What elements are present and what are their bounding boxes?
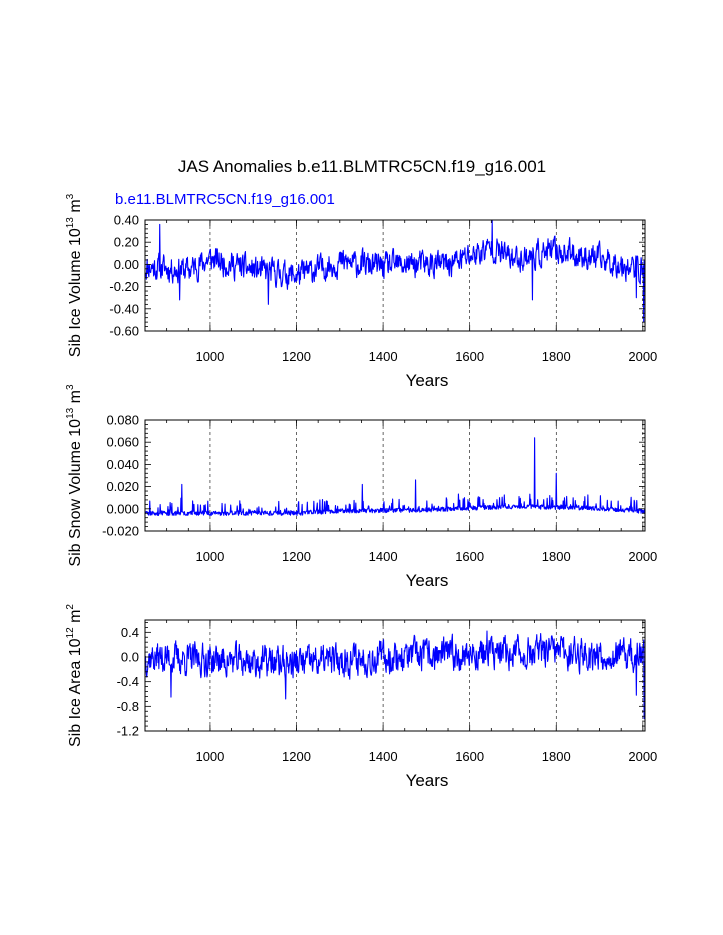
x-tick-label: 1000 bbox=[195, 349, 224, 364]
chart-panel-ice_volume: 1000 1200 1400 1600 1800 2000 -0.60 -0.40 -0.20 0… bbox=[65, 193, 657, 390]
chart-panel-snow_volume: 1000 1200 1400 1600 1800 2000 -0.020 0.000 0.020… bbox=[65, 384, 657, 590]
y-tick-label: 0.00 bbox=[114, 257, 139, 272]
y-axis-label: Sib Ice Area 1012 m2 bbox=[65, 604, 84, 747]
x-tick-label: 1000 bbox=[195, 749, 224, 764]
y-tick-label: 0.20 bbox=[114, 235, 139, 250]
y-tick-label: 0.40 bbox=[114, 213, 139, 228]
y-tick-label: -0.8 bbox=[117, 699, 139, 714]
x-tick-label: 2000 bbox=[628, 749, 657, 764]
y-tick-label: 0.0 bbox=[121, 650, 139, 665]
x-tick-label: 1200 bbox=[282, 349, 311, 364]
y-tick-label: 0.060 bbox=[106, 435, 139, 450]
plot-frame bbox=[144, 419, 646, 532]
y-tick-label: -0.60 bbox=[109, 324, 139, 339]
x-tick-label: 1600 bbox=[455, 349, 484, 364]
x-tick-label: 1400 bbox=[369, 749, 398, 764]
x-tick-label: 1200 bbox=[282, 749, 311, 764]
y-axis-label: Sib Snow Volume 1013 m3 bbox=[65, 384, 84, 567]
plot-frame bbox=[144, 219, 646, 332]
figure-title: JAS Anomalies b.e11.BLMTRC5CN.f19_g16.00… bbox=[178, 157, 546, 176]
x-tick-label: 1800 bbox=[542, 749, 571, 764]
x-tick-label: 1400 bbox=[369, 349, 398, 364]
y-tick-label: 0.040 bbox=[106, 457, 139, 472]
x-axis-label: Years bbox=[406, 571, 449, 590]
x-tick-label: 1600 bbox=[455, 749, 484, 764]
x-tick-label: 1800 bbox=[542, 349, 571, 364]
x-axis-label: Years bbox=[406, 371, 449, 390]
x-tick-label: 1600 bbox=[455, 549, 484, 564]
x-tick-label: 1000 bbox=[195, 549, 224, 564]
y-tick-label: -0.40 bbox=[109, 301, 139, 316]
y-tick-label: -0.020 bbox=[102, 524, 139, 539]
y-tick-label: -1.2 bbox=[117, 724, 139, 739]
x-tick-label: 2000 bbox=[628, 549, 657, 564]
y-tick-label: 0.000 bbox=[106, 501, 139, 516]
series-line bbox=[144, 437, 646, 517]
y-tick-label: -0.4 bbox=[117, 674, 139, 689]
y-axis-label: Sib Ice Volume 1013 m3 bbox=[65, 193, 84, 357]
series-line bbox=[144, 630, 646, 720]
y-tick-label: 0.4 bbox=[121, 625, 139, 640]
y-tick-label: 0.080 bbox=[106, 413, 139, 428]
x-tick-label: 1800 bbox=[542, 549, 571, 564]
x-tick-label: 2000 bbox=[628, 349, 657, 364]
y-tick-label: -0.20 bbox=[109, 279, 139, 294]
plot-frame bbox=[144, 619, 646, 732]
x-tick-label: 1400 bbox=[369, 549, 398, 564]
chart-panel-ice_area: 1000 1200 1400 1600 1800 2000 -1.2 -0.8 -0.4 0.0 0… bbox=[65, 604, 657, 790]
x-axis-label: Years bbox=[406, 771, 449, 790]
series-label: b.e11.BLMTRC5CN.f19_g16.001 bbox=[115, 191, 335, 208]
x-tick-label: 1200 bbox=[282, 549, 311, 564]
series-line bbox=[144, 219, 646, 323]
y-tick-label: 0.020 bbox=[106, 479, 139, 494]
